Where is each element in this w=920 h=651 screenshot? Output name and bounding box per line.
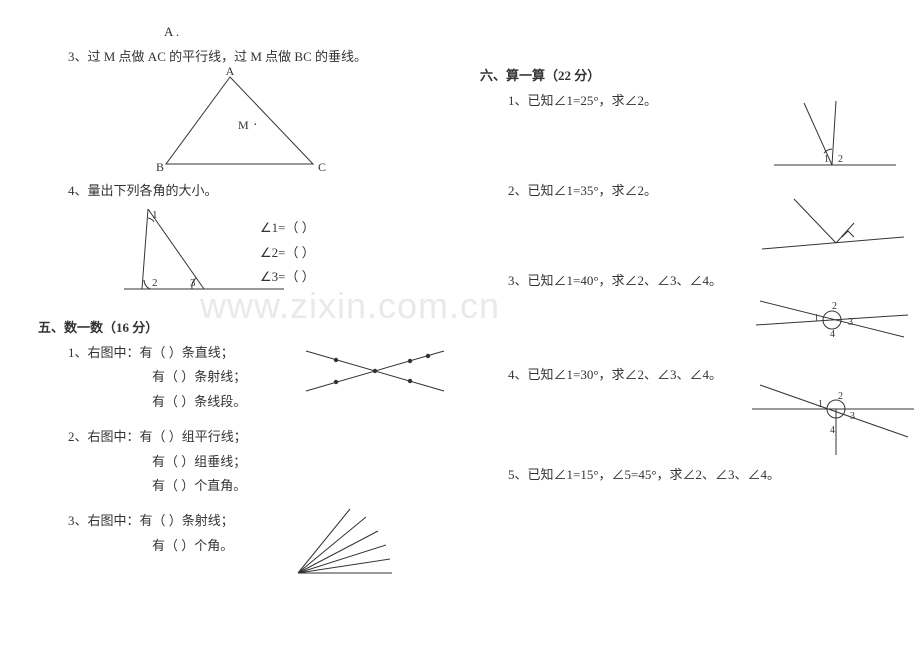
section6-title: 六、算一算（22 分） — [480, 64, 910, 89]
fig1-l1: 1 — [824, 154, 829, 165]
triangle-m: M — [238, 118, 249, 132]
fig4-l1: 1 — [818, 399, 823, 410]
fig4-l3: 3 — [850, 411, 855, 422]
right-column: 六、算一算（22 分） 1、已知∠1=25°，求∠2。 1 2 2、已知∠1=3… — [480, 64, 910, 487]
angle3-blank: ∠3=（ ） — [260, 265, 315, 290]
fig3-l3: 3 — [848, 317, 853, 328]
r-q5: 5、已知∠1=15°，∠5=45°，求∠2、∠3、∠4。 — [480, 463, 910, 488]
fig4-l4: 4 — [830, 425, 835, 436]
fig1: 1 2 — [770, 99, 900, 173]
fig2 — [758, 195, 908, 259]
triangle-a: A — [226, 64, 235, 78]
left-column: A . 3、过 M 点做 AC 的平行线，过 M 点做 BC 的垂线。 A B … — [68, 20, 458, 558]
angle2-blank: ∠2=（ ） — [260, 241, 315, 266]
s5q2-l2: 有（ ）组垂线； — [68, 450, 458, 475]
angle-2-label: 2 — [152, 277, 158, 289]
fig3-l2: 2 — [832, 301, 837, 312]
fan-figure — [290, 507, 400, 579]
triangle-dot: · — [253, 118, 258, 133]
fig4-l2: 2 — [838, 391, 843, 402]
s5q2-l3: 有（ ）个直角。 — [68, 474, 458, 499]
triangle-b: B — [156, 160, 164, 174]
angle-1-label: 1 — [152, 209, 158, 221]
fig3-l1: 1 — [814, 313, 819, 324]
point-a-label: A . — [68, 20, 458, 45]
q3-text: 3、过 M 点做 AC 的平行线，过 M 点做 BC 的垂线。 — [68, 45, 458, 70]
fig4: 1 2 3 4 — [748, 377, 918, 459]
fig3-l4: 4 — [830, 329, 835, 340]
s5q2-l1: 2、右图中：有（ ）组平行线； — [68, 425, 458, 450]
q4-text: 4、量出下列各角的大小。 — [68, 179, 458, 204]
fig3: 1 2 3 4 — [752, 285, 912, 355]
angle-3-label: 3 — [190, 277, 196, 289]
triangle-c: C — [318, 160, 326, 174]
triangle-figure: A B C M · — [138, 69, 348, 179]
angle1-blank: ∠1=（ ） — [260, 216, 315, 241]
section5-title: 五、数一数（16 分） — [38, 316, 458, 341]
x-lines-figure — [300, 343, 450, 399]
fig1-l2: 2 — [838, 154, 843, 165]
